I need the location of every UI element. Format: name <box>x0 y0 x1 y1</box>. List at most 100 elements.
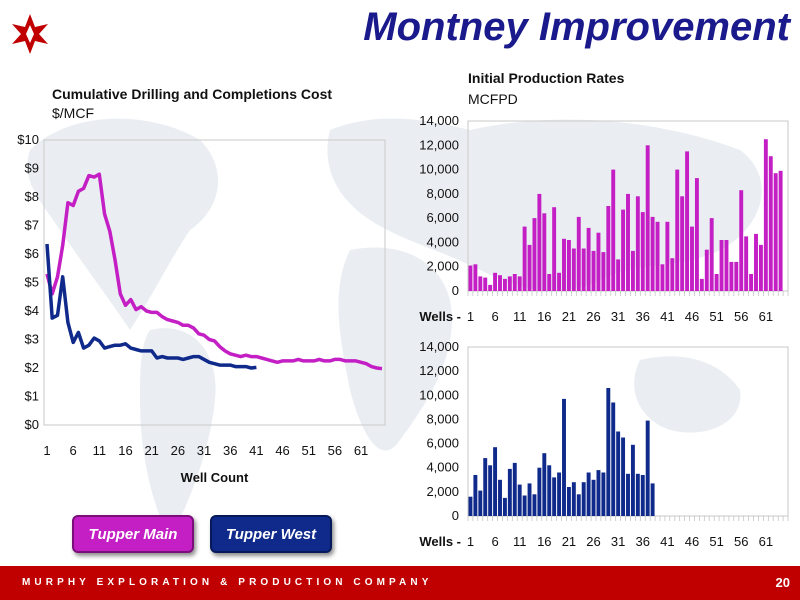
bar-well-40 <box>660 264 665 291</box>
bar-well-21 <box>566 240 571 291</box>
bar-well-23 <box>576 216 581 291</box>
bar-well-20 <box>562 398 566 516</box>
bar-well-36 <box>640 475 645 516</box>
bar-well-21 <box>566 487 571 516</box>
y-tick-label: 0 <box>452 508 459 523</box>
bar-well-6 <box>493 447 498 516</box>
bar-well-53 <box>724 240 729 291</box>
bar-well-34 <box>630 250 635 291</box>
bar-well-14 <box>532 218 537 291</box>
footer-bar: MURPHY EXPLORATION & PRODUCTION COMPANY … <box>0 566 800 600</box>
x-tick-label: 51 <box>709 534 723 549</box>
bar-well-4 <box>483 277 488 291</box>
x-tick-label: 51 <box>709 309 723 324</box>
x-tick-label: 46 <box>685 309 699 324</box>
y-tick-label: 10,000 <box>419 387 459 402</box>
x-tick-label: 61 <box>354 443 368 458</box>
bar-well-64 <box>778 170 783 291</box>
legend-tupper-main-label: Tupper Main <box>88 525 178 543</box>
x-axis-prefix: Wells - <box>419 309 461 324</box>
bar-well-8 <box>502 278 507 291</box>
bar-well-17 <box>547 274 552 291</box>
x-tick-label: 31 <box>611 534 625 549</box>
bar-well-3 <box>478 276 483 291</box>
x-tick-label: 1 <box>43 443 50 458</box>
bar-well-31 <box>616 431 621 516</box>
bar-well-9 <box>507 468 512 516</box>
bar-well-4 <box>483 458 488 516</box>
bar-well-23 <box>576 494 581 516</box>
x-tick-label: 36 <box>636 309 650 324</box>
y-tick-label: 4,000 <box>426 234 459 249</box>
footer-company-name: MURPHY EXPLORATION & PRODUCTION COMPANY <box>22 577 433 588</box>
y-tick-label: 8,000 <box>426 411 459 426</box>
bar-well-28 <box>601 472 606 516</box>
bar-well-31 <box>616 259 621 291</box>
x-tick-label: 56 <box>734 534 748 549</box>
bar-well-35 <box>635 196 640 291</box>
bar-well-18 <box>552 477 557 516</box>
bar-well-3 <box>478 490 483 516</box>
x-tick-label: 46 <box>275 443 289 458</box>
bar-well-35 <box>635 473 640 517</box>
bar-well-24 <box>581 248 586 291</box>
bar-well-11 <box>517 276 522 291</box>
legend-tupper-west-label: Tupper West <box>225 525 317 543</box>
bar-well-37 <box>645 145 650 291</box>
x-tick-label: 6 <box>70 443 77 458</box>
bar-well-33 <box>626 193 630 291</box>
x-tick-label: 36 <box>223 443 237 458</box>
y-tick-label: 4,000 <box>426 460 459 475</box>
x-tick-label: 61 <box>759 309 773 324</box>
y-tick-label: 10,000 <box>419 162 459 177</box>
x-tick-label: 41 <box>249 443 263 458</box>
x-tick-label: 6 <box>491 534 498 549</box>
bar-well-2 <box>473 475 478 516</box>
bar-well-11 <box>517 484 522 516</box>
x-tick-label: 11 <box>93 443 107 458</box>
x-tick-label: 26 <box>171 443 185 458</box>
left-chart-title: Cumulative Drilling and Completions Cost <box>52 86 333 102</box>
x-tick-label: 16 <box>118 443 132 458</box>
bar-well-63 <box>773 173 778 291</box>
bar-well-29 <box>606 388 611 516</box>
y-tick-label: $4 <box>25 303 39 318</box>
y-tick-label: 8,000 <box>426 186 459 201</box>
x-tick-label: 21 <box>562 534 576 549</box>
y-tick-label: $2 <box>25 360 39 375</box>
bar-well-49 <box>704 249 709 291</box>
x-tick-label: 21 <box>144 443 158 458</box>
bar-well-60 <box>758 244 763 291</box>
bar-well-22 <box>571 482 576 516</box>
bar-well-18 <box>552 207 557 291</box>
bar-well-62 <box>768 156 773 291</box>
bar-well-61 <box>763 139 768 291</box>
x-tick-label: 6 <box>491 309 498 324</box>
x-tick-label: 61 <box>759 534 773 549</box>
x-tick-label: 56 <box>328 443 342 458</box>
y-tick-label: 14,000 <box>419 339 459 354</box>
x-tick-label: 1 <box>467 309 474 324</box>
bar-well-26 <box>591 479 596 516</box>
bar-well-39 <box>655 221 660 291</box>
bar-well-12 <box>522 495 527 516</box>
y-tick-label: $3 <box>25 332 39 347</box>
x-tick-label: 31 <box>611 309 625 324</box>
x-tick-label: 16 <box>537 534 551 549</box>
x-tick-label: 46 <box>685 534 699 549</box>
bar-well-26 <box>591 250 596 291</box>
x-tick-label: 56 <box>734 309 748 324</box>
bar-well-7 <box>498 275 502 291</box>
y-tick-label: 2,000 <box>426 484 459 499</box>
bar-well-12 <box>522 226 527 291</box>
series-line-tupper-west <box>45 243 257 370</box>
bar-well-45 <box>685 151 690 291</box>
bar-well-47 <box>694 178 699 291</box>
bar-well-38 <box>650 216 655 291</box>
bar-well-8 <box>502 497 507 516</box>
x-tick-label: 41 <box>660 534 674 549</box>
bar-well-10 <box>512 462 517 516</box>
bar-well-51 <box>714 274 719 291</box>
bar-well-32 <box>621 437 626 516</box>
